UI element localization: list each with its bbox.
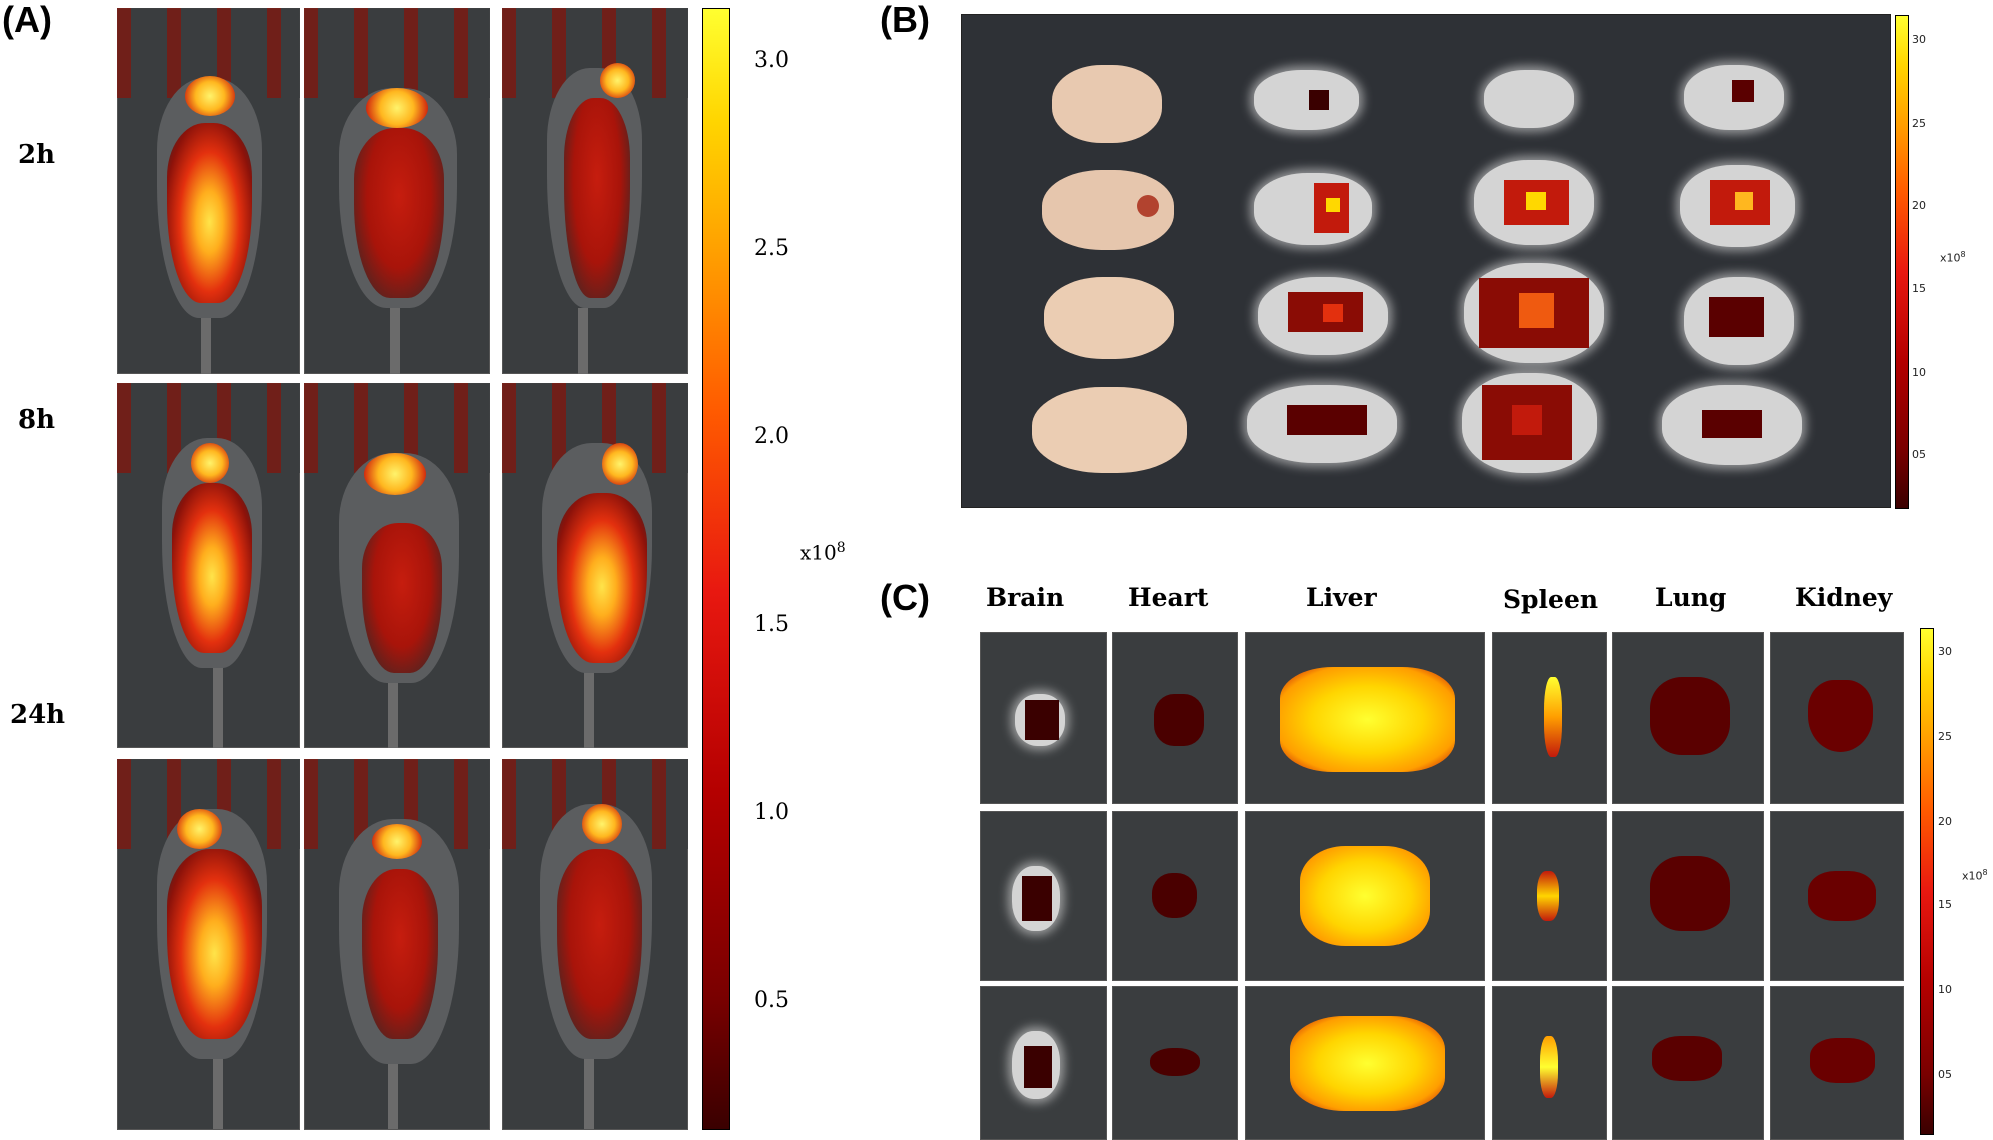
panel-a-label: (A) xyxy=(2,0,52,40)
row-label-24h: 24h xyxy=(10,700,66,730)
colorbar-c-tick: 15 xyxy=(1938,898,1952,911)
tissue-photo xyxy=(1042,170,1174,250)
organ-image-spleen-3 xyxy=(1492,986,1607,1140)
organ-image-brain-1 xyxy=(980,632,1107,804)
mouse-image-8h-2 xyxy=(304,383,490,748)
column-label-heart: Heart xyxy=(1128,583,1209,612)
colorbar-b-tick: 20 xyxy=(1912,199,1926,212)
colorbar-c-tick: 30 xyxy=(1938,645,1952,658)
colorbar-b-unit: x108 xyxy=(1940,250,1966,265)
colorbar-a-tick: 1.0 xyxy=(754,800,789,825)
colorbar-a-tick: 1.5 xyxy=(754,612,789,637)
tissue-signal xyxy=(1464,263,1604,363)
organ-image-liver-3 xyxy=(1245,986,1485,1140)
organ-image-lung-3 xyxy=(1612,986,1764,1140)
mouse-image-24h-2 xyxy=(304,759,490,1130)
organ-image-kidney-3 xyxy=(1770,986,1904,1140)
organ-image-brain-3 xyxy=(980,986,1107,1140)
mouse-image-2h-3 xyxy=(502,8,688,374)
column-label-brain: Brain xyxy=(986,583,1065,612)
colorbar-b-tick: 25 xyxy=(1912,117,1926,130)
column-label-kidney: Kidney xyxy=(1795,583,1893,612)
colorbar-c-unit: x108 xyxy=(1962,868,1988,883)
colorbar-c-tick: 10 xyxy=(1938,983,1952,996)
colorbar-c-tick: 20 xyxy=(1938,815,1952,828)
colorbar-c-tick: 05 xyxy=(1938,1068,1952,1081)
colorbar-b-tick: 30 xyxy=(1912,33,1926,46)
column-label-lung: Lung xyxy=(1655,583,1727,612)
organ-image-kidney-2 xyxy=(1770,811,1904,981)
colorbar-a-tick: 0.5 xyxy=(754,988,789,1013)
colorbar-a xyxy=(702,8,730,1130)
mouse-image-8h-3 xyxy=(502,383,688,748)
tissue-photo xyxy=(1032,387,1187,473)
organ-image-spleen-1 xyxy=(1492,632,1607,804)
row-label-2h: 2h xyxy=(18,140,55,170)
mouse-image-8h-1 xyxy=(117,383,300,748)
mouse-image-2h-2 xyxy=(304,8,490,374)
colorbar-a-tick: 3.0 xyxy=(754,48,789,73)
organ-image-kidney-1 xyxy=(1770,632,1904,804)
ex-vivo-tissue-image xyxy=(962,15,1890,507)
organ-image-heart-3 xyxy=(1112,986,1238,1140)
tissue-signal xyxy=(1474,160,1594,245)
organ-image-lung-1 xyxy=(1612,632,1764,804)
tissue-signal xyxy=(1484,70,1574,128)
tissue-signal xyxy=(1254,70,1359,130)
colorbar-a-tick: 2.0 xyxy=(754,424,789,449)
colorbar-c xyxy=(1920,628,1934,1135)
tissue-signal xyxy=(1254,173,1372,245)
tissue-signal xyxy=(1684,277,1794,365)
tissue-signal xyxy=(1680,165,1795,247)
colorbar-b xyxy=(1895,15,1909,509)
colorbar-b-tick: 15 xyxy=(1912,282,1926,295)
mouse-image-24h-1 xyxy=(117,759,300,1130)
organ-image-liver-1 xyxy=(1245,632,1485,804)
organ-image-spleen-2 xyxy=(1492,811,1607,981)
column-label-spleen: Spleen xyxy=(1503,585,1599,614)
panel-b-label: (B) xyxy=(880,0,930,40)
organ-image-brain-2 xyxy=(980,811,1107,981)
tissue-signal xyxy=(1662,385,1802,465)
panel-c-label: (C) xyxy=(880,577,930,618)
row-label-8h: 8h xyxy=(18,405,55,435)
column-label-liver: Liver xyxy=(1306,583,1377,612)
colorbar-c-tick: 25 xyxy=(1938,730,1952,743)
colorbar-a-tick: 2.5 xyxy=(754,236,789,261)
tissue-photo xyxy=(1052,65,1162,143)
organ-image-lung-2 xyxy=(1612,811,1764,981)
organ-image-liver-2 xyxy=(1245,811,1485,981)
mouse-image-24h-3 xyxy=(502,759,688,1130)
tissue-signal xyxy=(1684,65,1784,130)
tissue-photo xyxy=(1044,277,1174,359)
colorbar-b-tick: 05 xyxy=(1912,448,1926,461)
tissue-signal xyxy=(1247,385,1397,463)
tissue-signal xyxy=(1258,277,1388,355)
colorbar-b-tick: 10 xyxy=(1912,366,1926,379)
tissue-signal xyxy=(1462,373,1597,473)
mouse-image-2h-1 xyxy=(117,8,300,374)
organ-image-heart-2 xyxy=(1112,811,1238,981)
organ-image-heart-1 xyxy=(1112,632,1238,804)
colorbar-a-unit: x108 xyxy=(800,540,846,565)
